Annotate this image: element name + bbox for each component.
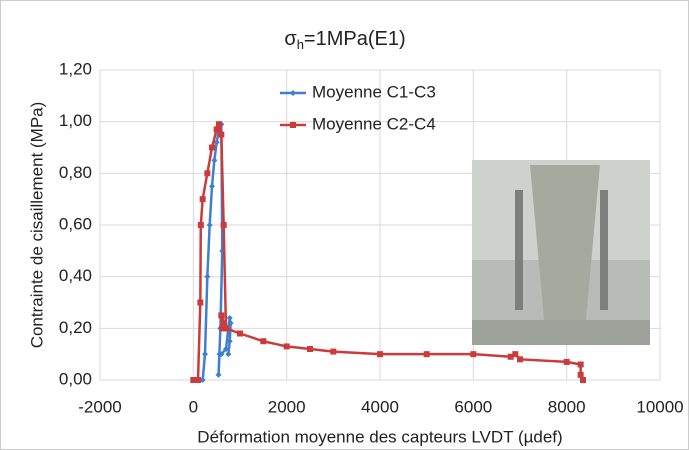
y-tick-label: 0,20 <box>59 318 92 337</box>
point <box>260 338 267 345</box>
y-tick-label: 1,20 <box>59 59 92 78</box>
x-tick-label: 8000 <box>548 397 586 416</box>
point <box>423 351 430 358</box>
inset-photo <box>472 160 650 345</box>
x-tick-label: 10000 <box>636 397 683 416</box>
point <box>223 346 229 352</box>
point <box>512 351 519 358</box>
point <box>330 348 337 355</box>
y-tick-label: 0,60 <box>59 214 92 233</box>
y-axis-label: Contrainte de cisaillement (MPa) <box>27 102 46 349</box>
legend-label: Moyenne C2-C4 <box>312 114 436 133</box>
point <box>223 325 229 332</box>
point <box>226 338 233 345</box>
point <box>199 377 206 383</box>
y-tick-label: 0,00 <box>59 369 92 388</box>
point <box>199 196 206 203</box>
point <box>197 222 204 228</box>
point <box>563 358 570 365</box>
x-tick-label: 2000 <box>268 397 306 416</box>
point <box>206 222 213 228</box>
point <box>211 157 218 164</box>
x-axis-label: Déformation moyenne des capteurs LVDT (µ… <box>197 427 562 446</box>
y-tick-label: 0,40 <box>59 266 92 285</box>
point <box>227 320 234 327</box>
point <box>377 351 383 358</box>
point <box>226 315 233 321</box>
point <box>190 377 197 383</box>
title-subscript: h <box>297 37 304 52</box>
point <box>204 170 211 177</box>
x-tick-label: 6000 <box>454 397 492 416</box>
x-tick-label: 4000 <box>361 397 399 416</box>
point <box>577 361 584 368</box>
point <box>237 330 243 337</box>
point <box>225 351 232 358</box>
point <box>195 377 201 383</box>
point <box>213 126 220 133</box>
y-tick-label: 0,80 <box>59 163 92 182</box>
point <box>204 273 211 280</box>
point <box>209 183 215 190</box>
point <box>215 371 222 378</box>
title-text: =1MPa(E1) <box>304 28 406 50</box>
point <box>213 139 220 146</box>
point <box>470 351 477 358</box>
point <box>507 353 514 360</box>
title-symbol: σ <box>284 28 297 50</box>
point <box>202 351 208 358</box>
legend-marker <box>290 90 296 96</box>
point <box>517 356 523 363</box>
point <box>577 371 584 378</box>
legend-label: Moyenne C1-C3 <box>312 82 436 101</box>
point <box>283 343 290 350</box>
x-tick-label: -2000 <box>78 397 121 416</box>
legend-marker <box>290 122 296 128</box>
x-tick-label: 0 <box>189 397 198 416</box>
point <box>218 312 225 319</box>
point <box>216 121 222 128</box>
point <box>197 299 204 306</box>
point <box>307 346 313 352</box>
point <box>218 351 225 358</box>
point <box>220 222 227 228</box>
point <box>580 377 586 383</box>
point <box>219 325 226 332</box>
y-tick-label: 1,00 <box>59 111 92 130</box>
point <box>209 144 215 151</box>
point <box>218 131 225 138</box>
chart-title: σh=1MPa(E1) <box>284 28 405 52</box>
